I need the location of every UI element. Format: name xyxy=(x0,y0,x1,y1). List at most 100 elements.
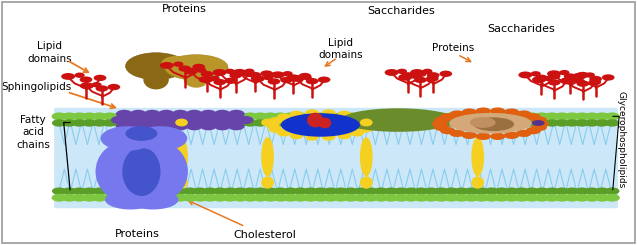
Ellipse shape xyxy=(52,112,67,120)
Ellipse shape xyxy=(444,187,459,195)
Ellipse shape xyxy=(125,126,157,141)
Ellipse shape xyxy=(158,122,175,130)
Ellipse shape xyxy=(354,187,368,195)
Ellipse shape xyxy=(544,112,559,120)
Ellipse shape xyxy=(494,194,509,202)
Ellipse shape xyxy=(243,112,258,120)
Ellipse shape xyxy=(404,187,419,195)
Ellipse shape xyxy=(564,73,576,80)
Ellipse shape xyxy=(531,71,541,76)
Ellipse shape xyxy=(333,112,348,120)
Ellipse shape xyxy=(102,194,117,202)
Ellipse shape xyxy=(414,119,429,127)
Ellipse shape xyxy=(139,116,155,124)
Ellipse shape xyxy=(397,69,407,74)
Ellipse shape xyxy=(524,187,539,195)
Ellipse shape xyxy=(484,112,499,120)
Ellipse shape xyxy=(333,187,348,195)
Ellipse shape xyxy=(464,194,479,202)
Ellipse shape xyxy=(203,119,217,127)
Ellipse shape xyxy=(363,194,378,202)
Ellipse shape xyxy=(434,112,449,120)
Ellipse shape xyxy=(358,117,372,124)
Text: Proteins: Proteins xyxy=(433,43,475,53)
Ellipse shape xyxy=(544,194,559,202)
Ellipse shape xyxy=(228,122,245,130)
Ellipse shape xyxy=(471,176,484,189)
Ellipse shape xyxy=(184,68,198,75)
Ellipse shape xyxy=(454,112,469,120)
Ellipse shape xyxy=(122,112,138,120)
Ellipse shape xyxy=(122,194,138,202)
Ellipse shape xyxy=(383,112,399,120)
Ellipse shape xyxy=(544,76,554,81)
Ellipse shape xyxy=(585,72,595,78)
Ellipse shape xyxy=(72,187,87,195)
Text: Proteins: Proteins xyxy=(162,4,207,13)
Ellipse shape xyxy=(414,71,427,77)
Ellipse shape xyxy=(594,112,610,120)
Ellipse shape xyxy=(102,187,117,195)
Ellipse shape xyxy=(313,119,328,127)
Ellipse shape xyxy=(289,132,303,139)
Text: Lipid
domains: Lipid domains xyxy=(27,41,72,64)
Ellipse shape xyxy=(505,119,519,127)
Ellipse shape xyxy=(394,112,409,120)
Ellipse shape xyxy=(72,119,87,127)
Ellipse shape xyxy=(108,84,120,90)
Ellipse shape xyxy=(261,137,274,176)
Ellipse shape xyxy=(490,133,505,140)
Ellipse shape xyxy=(143,187,157,195)
Ellipse shape xyxy=(573,73,587,80)
Ellipse shape xyxy=(175,176,188,189)
Ellipse shape xyxy=(192,112,208,120)
Ellipse shape xyxy=(462,109,477,116)
Ellipse shape xyxy=(454,187,469,195)
Ellipse shape xyxy=(313,112,328,120)
Ellipse shape xyxy=(476,108,491,115)
Ellipse shape xyxy=(144,110,161,118)
Ellipse shape xyxy=(195,116,211,124)
Ellipse shape xyxy=(175,137,188,176)
Ellipse shape xyxy=(152,194,168,202)
Ellipse shape xyxy=(302,75,312,80)
Ellipse shape xyxy=(534,119,549,127)
Ellipse shape xyxy=(132,187,147,195)
Ellipse shape xyxy=(299,73,311,79)
Ellipse shape xyxy=(360,119,373,126)
Ellipse shape xyxy=(142,112,157,120)
Ellipse shape xyxy=(585,187,599,195)
Ellipse shape xyxy=(212,112,228,120)
Ellipse shape xyxy=(561,77,575,84)
Ellipse shape xyxy=(92,194,107,202)
Ellipse shape xyxy=(547,70,561,77)
Ellipse shape xyxy=(82,187,97,195)
Ellipse shape xyxy=(225,77,238,84)
Ellipse shape xyxy=(172,122,189,130)
Ellipse shape xyxy=(164,55,228,80)
Ellipse shape xyxy=(192,64,205,70)
Ellipse shape xyxy=(143,119,157,127)
Ellipse shape xyxy=(233,187,248,195)
Ellipse shape xyxy=(111,116,127,124)
Ellipse shape xyxy=(504,194,519,202)
Ellipse shape xyxy=(474,187,489,195)
Ellipse shape xyxy=(313,194,328,202)
Ellipse shape xyxy=(398,74,412,81)
Text: Fatty
acid
chains: Fatty acid chains xyxy=(16,115,50,150)
Ellipse shape xyxy=(293,119,308,127)
Ellipse shape xyxy=(374,119,389,127)
Ellipse shape xyxy=(484,194,499,202)
Ellipse shape xyxy=(173,187,187,195)
Text: Glycerophospholipids: Glycerophospholipids xyxy=(617,91,626,188)
Ellipse shape xyxy=(595,119,610,127)
Ellipse shape xyxy=(363,112,378,120)
Ellipse shape xyxy=(172,110,189,118)
Ellipse shape xyxy=(243,187,257,195)
Ellipse shape xyxy=(383,194,399,202)
Ellipse shape xyxy=(162,119,177,127)
Ellipse shape xyxy=(253,194,268,202)
Ellipse shape xyxy=(102,112,117,120)
Ellipse shape xyxy=(287,74,299,81)
Ellipse shape xyxy=(152,112,168,120)
